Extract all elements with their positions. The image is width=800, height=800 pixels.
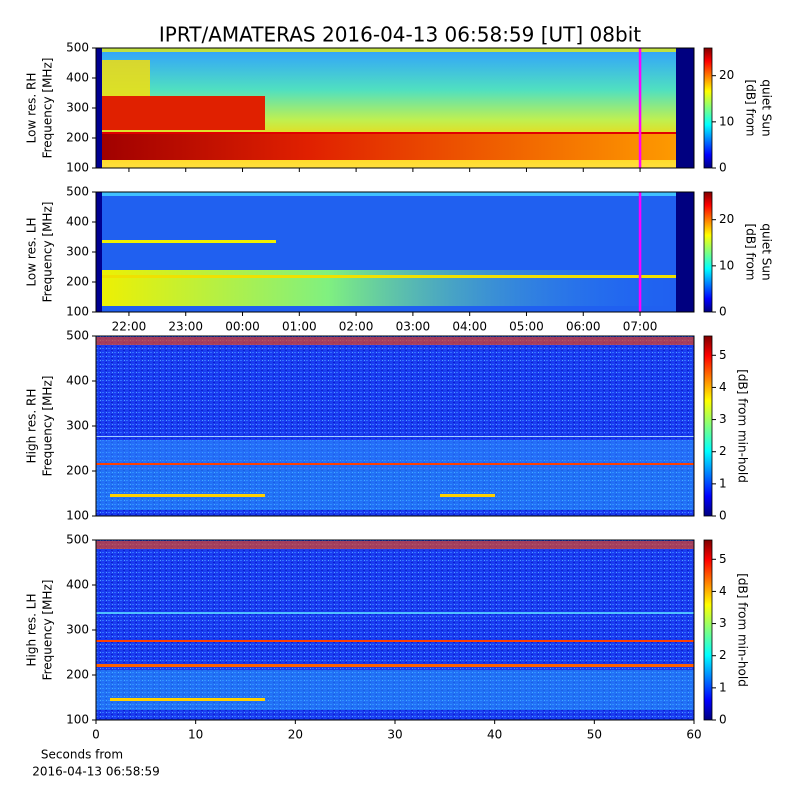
colorbar-tick-label: 5 <box>719 348 727 362</box>
colorbar-label: quiet Sun <box>760 223 774 280</box>
x-axis-label: 2016-04-13 06:58:59 <box>32 765 159 779</box>
y-tick-label: 100 <box>66 161 89 175</box>
y-tick-label: 100 <box>66 305 89 319</box>
x-tick-label: 06:00 <box>566 320 601 334</box>
colorbar-tick-label: 4 <box>719 380 727 394</box>
colorbar-tick-label: 1 <box>719 680 727 694</box>
y-axis-label: Frequency [MHz] <box>41 580 55 681</box>
x-tick-label: 20 <box>288 728 303 742</box>
y-tick-label: 300 <box>66 101 89 115</box>
y-tick-label: 400 <box>66 215 89 229</box>
y-axis-label: High res. LH <box>25 593 39 666</box>
x-tick-label: 02:00 <box>339 320 374 334</box>
colorbar-label: [dB] from <box>744 224 758 281</box>
y-tick-label: 500 <box>66 329 89 343</box>
y-tick-label: 500 <box>66 533 89 547</box>
colorbar-tick-label: 10 <box>719 258 734 272</box>
x-tick-label: 30 <box>387 728 402 742</box>
x-tick-label: 05:00 <box>509 320 544 334</box>
x-tick-label: 03:00 <box>396 320 431 334</box>
colorbar-tick-label: 0 <box>719 509 727 523</box>
x-tick-label: 22:00 <box>112 320 147 334</box>
x-tick-label: 60 <box>686 728 701 742</box>
colorbar-tick-label: 1 <box>719 476 727 490</box>
colorbar-tick-label: 10 <box>719 114 734 128</box>
y-tick-label: 400 <box>66 578 89 592</box>
y-axis-label: Frequency [MHz] <box>41 202 55 303</box>
spectrogram-image <box>96 48 694 720</box>
y-tick-label: 200 <box>66 275 89 289</box>
y-tick-label: 100 <box>66 713 89 727</box>
colorbar-tick-label: 20 <box>719 68 734 82</box>
y-axis-label: Frequency [MHz] <box>41 58 55 159</box>
y-tick-label: 200 <box>66 668 89 682</box>
y-tick-label: 300 <box>66 419 89 433</box>
colorbar <box>703 191 713 313</box>
x-tick-label: 0 <box>92 728 100 742</box>
y-axis-label: High res. RH <box>25 389 39 464</box>
x-tick-label: 10 <box>188 728 203 742</box>
x-tick-label: 00:00 <box>225 320 260 334</box>
y-tick-label: 300 <box>66 245 89 259</box>
colorbar-tick-label: 0 <box>719 713 727 727</box>
x-tick-label: 04:00 <box>452 320 487 334</box>
colorbar-tick-label: 4 <box>719 584 727 598</box>
colorbar-tick-label: 5 <box>719 552 727 566</box>
colorbar <box>703 335 713 517</box>
colorbar <box>703 539 713 721</box>
x-tick-label: 40 <box>487 728 502 742</box>
x-tick-label: 01:00 <box>282 320 317 334</box>
colorbar-tick-label: 3 <box>719 616 727 630</box>
y-tick-label: 200 <box>66 131 89 145</box>
colorbar-label: quiet Sun <box>760 79 774 136</box>
colorbar-tick-label: 20 <box>719 212 734 226</box>
y-axis-label: Low res. LH <box>25 217 39 286</box>
colorbar-label: [dB] from min-hold <box>736 369 750 483</box>
y-tick-label: 200 <box>66 464 89 478</box>
colorbar-tick-label: 2 <box>719 444 727 458</box>
figure-title: IPRT/AMATERAS 2016-04-13 06:58:59 [UT] 0… <box>159 23 641 47</box>
colorbar-tick-label: 2 <box>719 648 727 662</box>
x-tick-label: 23:00 <box>168 320 203 334</box>
colorbar-label: [dB] from <box>744 80 758 137</box>
colorbar-tick-label: 0 <box>719 161 727 175</box>
y-tick-label: 500 <box>66 41 89 55</box>
colorbar-tick-label: 0 <box>719 305 727 319</box>
y-tick-label: 400 <box>66 374 89 388</box>
y-tick-label: 400 <box>66 71 89 85</box>
x-tick-label: 50 <box>587 728 602 742</box>
y-axis-label: Frequency [MHz] <box>41 376 55 477</box>
colorbar-tick-label: 3 <box>719 412 727 426</box>
colorbar-label: [dB] from min-hold <box>736 573 750 687</box>
x-axis-label: Seconds from <box>41 748 123 762</box>
y-tick-label: 100 <box>66 509 89 523</box>
x-tick-label: 07:00 <box>623 320 658 334</box>
y-axis-label: Low res. RH <box>25 73 39 144</box>
y-tick-label: 500 <box>66 185 89 199</box>
colorbar <box>703 47 713 169</box>
y-tick-label: 300 <box>66 623 89 637</box>
